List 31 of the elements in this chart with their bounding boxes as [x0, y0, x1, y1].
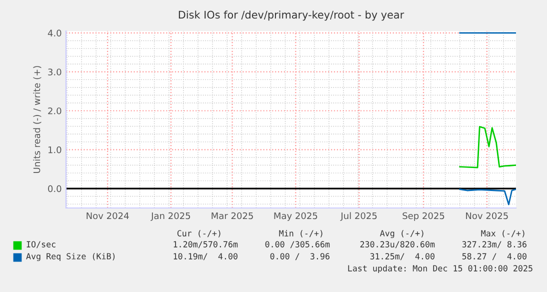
- line-series: [459, 126, 516, 168]
- text: Last update: Mon Dec 15 01:00:00 2025: [348, 264, 532, 274]
- x-tick-label: Nov 2024: [86, 212, 129, 220]
- legend-label: Avg Req Size (KiB): [26, 252, 115, 262]
- y-tick-label: 0.0: [48, 185, 62, 192]
- x-tick-label: May 2025: [274, 212, 318, 221]
- text: Avg (-/+): [380, 230, 424, 238]
- text: 10.19m/ 4.00: [174, 253, 238, 260]
- x-tick-label: Mar 2025: [212, 212, 253, 220]
- x-tick-label: Sep 2025: [402, 212, 444, 221]
- line-series: [459, 188, 516, 206]
- text: 0.00 /305.66m: [265, 241, 330, 248]
- text: 58.27 / 4.00: [462, 253, 526, 260]
- x-tick-label: Nov 2025: [466, 212, 508, 220]
- text: 230.23u/820.60m: [360, 241, 435, 248]
- text: Max (-/+): [481, 230, 524, 238]
- text: 327.23m/ 8.36: [462, 241, 526, 248]
- y-tick-label: 1.0: [48, 146, 62, 154]
- chart-title: Disk IOs for /dev/primary-key/root - by year: [178, 10, 404, 21]
- text: 31.25m/ 4.00: [370, 253, 434, 260]
- legend-label: IO/sec: [26, 241, 56, 248]
- text: 1.20m/570.76m: [174, 241, 238, 248]
- y-tick-label: 3.0: [48, 68, 62, 76]
- text: Cur (-/+): [177, 230, 220, 238]
- y-tick-label: 2.0: [48, 107, 62, 114]
- x-tick-label: Jul 2025: [340, 212, 377, 221]
- y-axis-title: Units read (-) / write (+): [33, 66, 42, 173]
- text: Min (-/+): [279, 230, 322, 238]
- x-tick-label: Jan 2025: [150, 212, 190, 221]
- y-tick-label: 4.0: [48, 30, 62, 37]
- text: 0.00 / 3.96: [270, 253, 330, 260]
